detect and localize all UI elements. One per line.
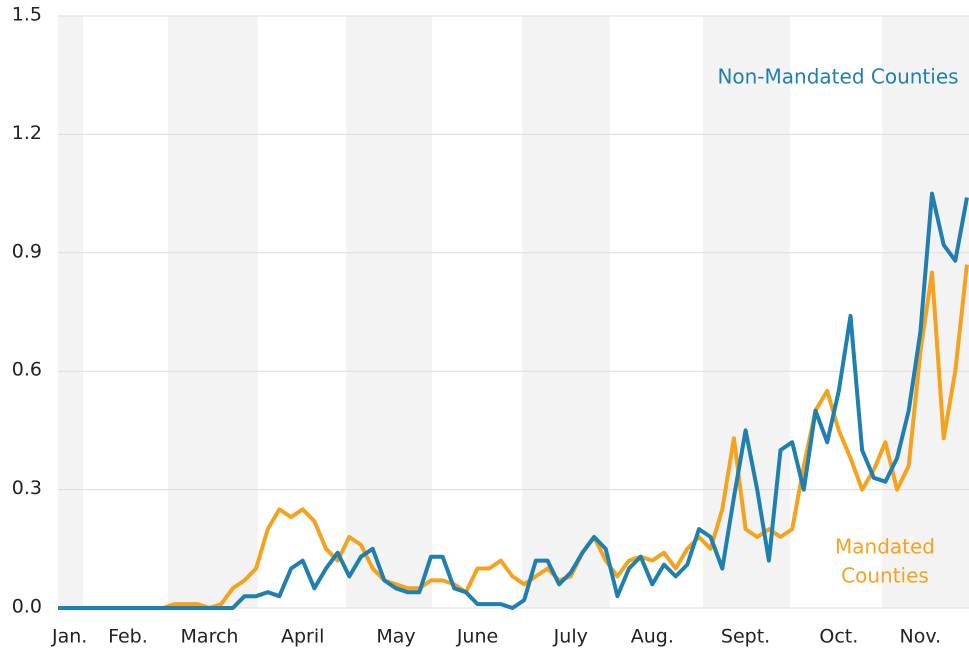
y-tick-label: 0.6	[12, 359, 42, 381]
x-tick-label: Nov.	[900, 626, 942, 648]
band	[58, 16, 83, 608]
band	[522, 16, 610, 608]
series-label: Counties	[841, 564, 929, 588]
x-tick-label: Oct.	[819, 626, 858, 648]
x-tick-label: May	[376, 626, 415, 648]
series-label: Non-Mandated Counties	[717, 65, 958, 89]
x-tick-label: April	[281, 626, 324, 648]
series-label: Mandated	[835, 535, 935, 559]
x-tick-label: Jan.	[51, 626, 87, 648]
y-tick-label: 0.0	[12, 596, 42, 618]
band	[346, 16, 432, 608]
month-bands	[58, 16, 969, 608]
x-tick-label: Aug.	[631, 626, 674, 648]
x-tick-label: June	[456, 626, 498, 648]
y-tick-label: 0.9	[12, 240, 42, 262]
y-tick-label: 1.5	[12, 4, 42, 26]
x-tick-label: Feb.	[108, 626, 148, 648]
band	[703, 16, 790, 608]
y-tick-label: 1.2	[12, 122, 42, 144]
x-tick-label: July	[553, 626, 588, 648]
y-tick-label: 0.3	[12, 477, 42, 499]
band	[168, 16, 258, 608]
x-tick-label: Sept.	[721, 626, 770, 648]
x-tick-label: March	[181, 626, 239, 648]
series-line	[58, 191, 969, 610]
